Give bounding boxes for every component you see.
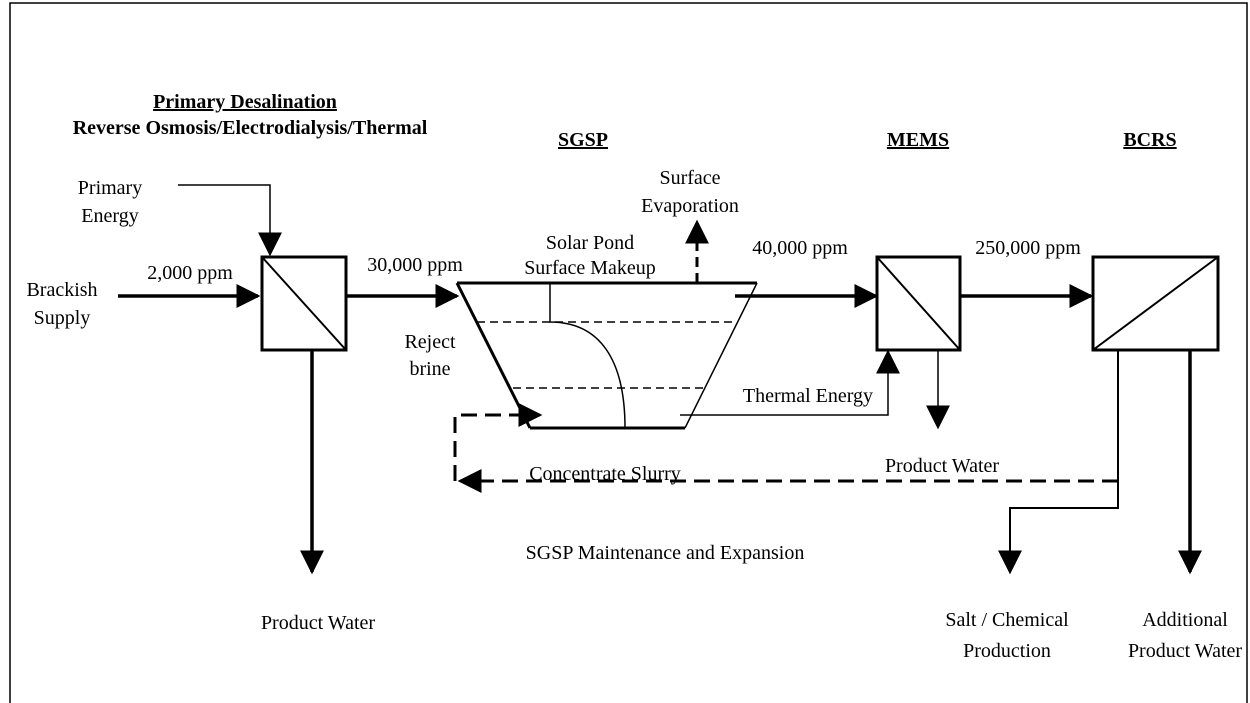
label: Additional xyxy=(1142,609,1228,631)
label: Supply xyxy=(34,307,91,329)
flow-arrows xyxy=(118,184,1202,575)
label: Solar Pond xyxy=(546,232,634,254)
label: Energy xyxy=(81,205,138,227)
label: Product Water xyxy=(885,455,999,477)
label: Concentrate Slurry xyxy=(529,463,681,485)
label: Reject xyxy=(404,331,456,353)
heading: BCRS xyxy=(1123,129,1176,151)
label: Production xyxy=(963,640,1051,662)
label: Brackish xyxy=(26,279,97,301)
label: Evaporation xyxy=(641,195,739,217)
label: Surface Makeup xyxy=(524,257,656,279)
label: SGSP Maintenance and Expansion xyxy=(526,542,805,564)
label: Salt / Chemical xyxy=(945,609,1069,631)
label: brine xyxy=(409,358,450,380)
heading: Primary Desalination xyxy=(153,91,337,113)
label: 30,000 ppm xyxy=(367,254,463,276)
frame xyxy=(9,2,1248,703)
label: 250,000 ppm xyxy=(975,237,1081,259)
solar-pond xyxy=(455,281,758,430)
label: 40,000 ppm xyxy=(752,237,848,259)
subheading: Reverse Osmosis/Electrodialysis/Thermal xyxy=(73,117,428,139)
label: Product Water xyxy=(261,612,375,634)
label: Primary xyxy=(78,177,142,199)
label: Product Water xyxy=(1128,640,1242,662)
heading: SGSP xyxy=(558,129,608,151)
process-boxes xyxy=(260,255,1220,352)
label: 2,000 ppm xyxy=(147,262,233,284)
label: Thermal Energy xyxy=(743,385,873,407)
heading: MEMS xyxy=(887,129,949,151)
label: Surface xyxy=(659,167,720,189)
